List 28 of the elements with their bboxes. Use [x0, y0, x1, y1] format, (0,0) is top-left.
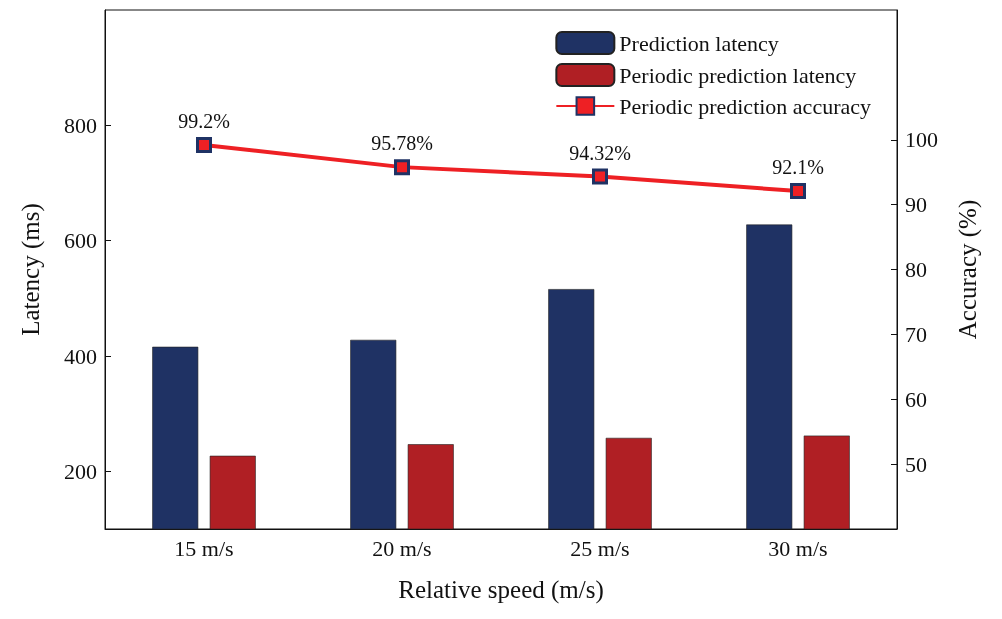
y2-tick-label: 60 [905, 386, 927, 412]
y2-tick-label: 90 [905, 192, 927, 218]
x-tick-label: 20 m/s [372, 535, 432, 561]
data-label: 94.32% [569, 141, 631, 164]
y-tick-label: 800 [64, 112, 97, 138]
point [196, 136, 212, 153]
x-tick-label: 30 m/s [768, 535, 828, 561]
legend-label: Prediction latency [619, 30, 779, 56]
point [394, 159, 410, 176]
y2-axis-title: Accuracy (%) [954, 199, 982, 340]
y-tick-label: 600 [64, 228, 97, 254]
y2-tick-label: 70 [905, 321, 927, 347]
legend-label: Periodic prediction latency [619, 62, 857, 88]
legend-label: Periodic prediction accuracy [619, 93, 872, 119]
x-tick-label: 25 m/s [570, 535, 630, 561]
data-label: 99.2% [178, 109, 230, 132]
data-label: 95.78% [371, 132, 433, 155]
y2-tick-label: 80 [905, 257, 927, 282]
x-axis-title: Relative speed (m/s) [398, 576, 604, 604]
point [592, 168, 608, 185]
y2-tick-label: 100 [905, 127, 938, 153]
data-label: 92.1% [772, 156, 824, 178]
point [790, 183, 806, 199]
y-tick-label: 200 [64, 458, 97, 484]
x-tick-label: 15 m/s [174, 535, 234, 561]
y-axis-title: Latency (ms) [17, 203, 45, 336]
y2-tick-label: 50 [905, 451, 927, 477]
y-tick-label: 400 [64, 343, 97, 369]
